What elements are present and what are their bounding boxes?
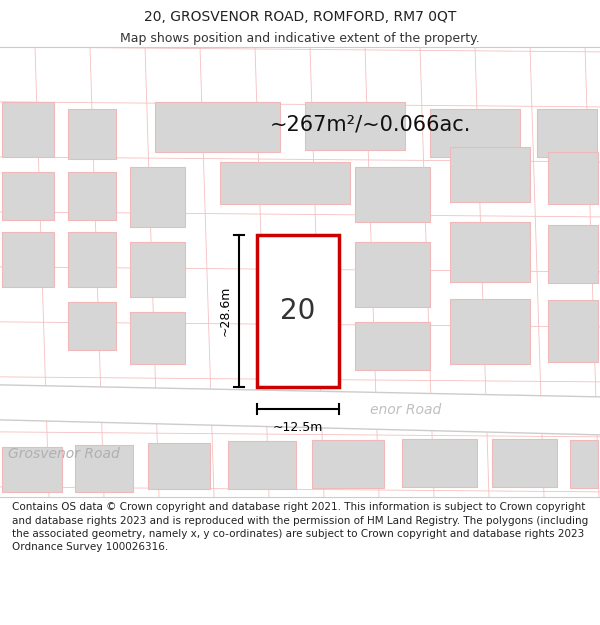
Bar [2, 172, 54, 220]
Text: ~28.6m: ~28.6m [219, 286, 232, 336]
Bar [312, 440, 384, 488]
Bar [355, 242, 430, 307]
Polygon shape [0, 385, 600, 435]
Bar [548, 225, 598, 283]
Bar [402, 439, 477, 487]
Text: enor Road: enor Road [370, 403, 441, 417]
Text: ~267m²/~0.066ac.: ~267m²/~0.066ac. [270, 115, 472, 135]
Bar [68, 302, 116, 350]
Bar [450, 299, 530, 364]
Bar [130, 167, 185, 227]
Bar [2, 232, 54, 287]
Bar [548, 300, 598, 362]
Text: Grosvenor Road: Grosvenor Road [8, 447, 120, 461]
Bar [305, 102, 405, 150]
Bar [130, 312, 185, 364]
Bar [75, 445, 133, 492]
Bar [68, 232, 116, 287]
Bar [2, 102, 54, 157]
Bar [130, 242, 185, 297]
Bar [228, 441, 296, 489]
Bar [68, 172, 116, 220]
Text: Contains OS data © Crown copyright and database right 2021. This information is : Contains OS data © Crown copyright and d… [12, 503, 588, 552]
Text: ~12.5m: ~12.5m [273, 421, 323, 434]
Bar [257, 235, 339, 387]
Bar [220, 162, 350, 204]
Bar [355, 322, 430, 370]
Bar [2, 447, 62, 492]
Bar [548, 152, 598, 204]
Bar [537, 109, 597, 157]
Text: 20: 20 [280, 297, 316, 325]
Bar [450, 222, 530, 282]
Text: 20, GROSVENOR ROAD, ROMFORD, RM7 0QT: 20, GROSVENOR ROAD, ROMFORD, RM7 0QT [144, 10, 456, 24]
Bar [492, 439, 557, 487]
Bar [430, 109, 520, 157]
Bar [155, 102, 280, 152]
Bar [570, 440, 598, 488]
Bar [148, 443, 210, 489]
Bar [355, 167, 430, 222]
Text: Map shows position and indicative extent of the property.: Map shows position and indicative extent… [120, 32, 480, 45]
Bar [68, 109, 116, 159]
Bar [450, 147, 530, 202]
